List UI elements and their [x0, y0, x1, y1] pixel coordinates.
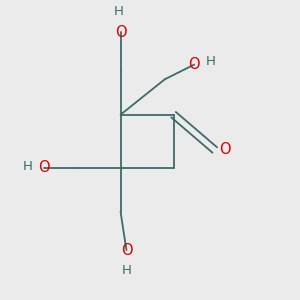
Text: O: O [121, 243, 132, 258]
Text: O: O [38, 160, 50, 175]
Text: O: O [219, 142, 231, 158]
Text: H: H [114, 5, 124, 18]
Text: H: H [23, 160, 33, 173]
Text: H: H [206, 55, 215, 68]
Text: O: O [115, 25, 126, 40]
Text: H: H [122, 264, 131, 277]
Text: O: O [188, 57, 200, 72]
